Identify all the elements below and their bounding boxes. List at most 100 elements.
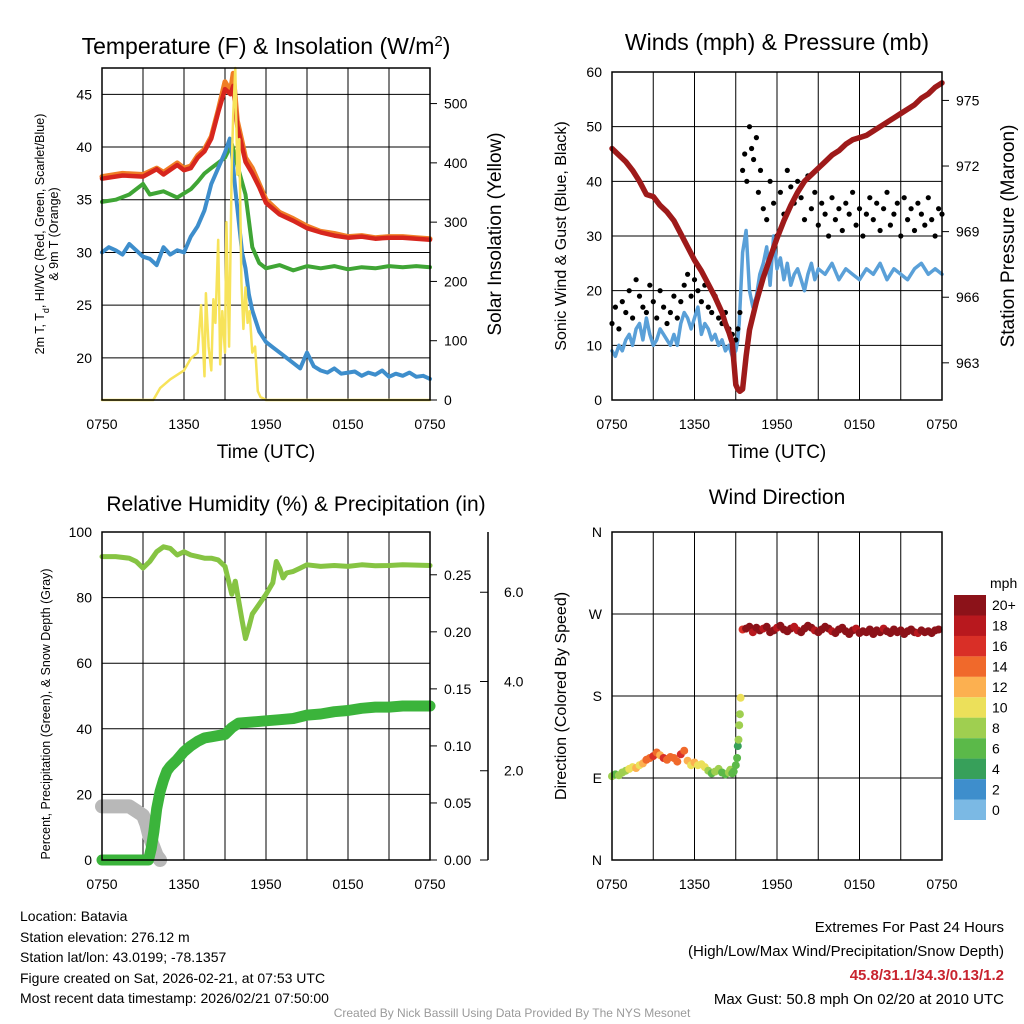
winds-y-ticks: 0 10 20 30 40 50 60 <box>586 64 602 408</box>
temp-y2-tick-label: 500 <box>444 96 468 112</box>
gust-point <box>918 211 925 217</box>
humidity-y-tick-label: 80 <box>76 590 92 606</box>
humidity-y2-tick-label: 0.10 <box>444 738 471 754</box>
humidity-x-tick-label: 0750 <box>86 876 117 892</box>
temp-y-tick-label: 35 <box>76 192 92 208</box>
station-info: Location: Batavia Station elevation: 276… <box>20 906 329 1009</box>
station-elevation: Station elevation: 276.12 m <box>20 928 190 945</box>
dewpoint-line <box>100 141 432 273</box>
direction-x-tick-label: 0750 <box>596 876 627 892</box>
winds-chart: 0 10 20 30 40 50 60 0750 1350 1950 0150 0750 Winds (… <box>553 29 1019 463</box>
winds-x-axis-label: Time (UTC) <box>728 442 827 463</box>
gust-point <box>836 206 842 212</box>
gust-point <box>856 206 863 212</box>
gust-point <box>737 309 743 316</box>
speed-legend-swatch <box>954 758 986 780</box>
temp-y2-tick-label: 400 <box>444 155 468 171</box>
winds-y-tick-label: 50 <box>586 119 602 135</box>
gust-point <box>839 227 845 234</box>
winds-y-tick-label: 10 <box>586 337 602 353</box>
temp-y-tick-label: 30 <box>76 244 92 260</box>
gust-point <box>863 211 870 217</box>
humidity-x-tick-label: 0750 <box>414 876 445 892</box>
gust-point <box>746 124 753 130</box>
temp-y2-tick-label: 100 <box>444 333 468 349</box>
gust-point <box>929 217 935 223</box>
gust-point <box>846 211 852 217</box>
humidity-plot-border <box>101 531 431 861</box>
gust-point <box>691 277 698 283</box>
winds-y2-tick-label: 963 <box>956 355 980 371</box>
gust-point <box>742 151 748 157</box>
temp-y-axis-label: 2m T, Td, HI/WC (Red, Green, Scarlet/Blu… <box>33 114 51 355</box>
direction-point <box>733 742 742 751</box>
gust-point <box>874 200 880 206</box>
gust-point <box>709 309 715 316</box>
gust-point <box>633 277 639 283</box>
gust-point <box>911 227 918 234</box>
gust-point <box>829 195 835 201</box>
humidity-y-tick-label: 0 <box>84 852 92 868</box>
speed-legend-label: 16 <box>992 638 1008 654</box>
gust-point <box>936 206 942 212</box>
speed-legend-label: 14 <box>992 659 1008 675</box>
winds-y2-tick-label: 969 <box>956 224 980 240</box>
speed-legend-label: 4 <box>992 761 1000 777</box>
winds-y-tick-label: 30 <box>586 228 602 244</box>
humidity-chart: 0 20 40 60 80 100 0750 1350 1950 0150 0750 Relative… <box>39 493 524 892</box>
humidity-precip-ticks: 0.00 0.05 0.10 0.15 0.20 0.25 <box>430 567 471 868</box>
winds-y2-tick-label: 975 <box>956 92 980 108</box>
winds-y-tick-label: 40 <box>586 173 602 189</box>
winds-y-tick-label: 20 <box>586 283 602 299</box>
direction-point <box>734 735 743 744</box>
temp-y-ticks: 20 25 30 35 40 45 <box>76 86 92 365</box>
extremes-values: 45.8/31.1/34.3/0.13/1.2 <box>849 967 1004 984</box>
winds-x-tick-label: 0750 <box>926 416 957 432</box>
speed-legend-label: 6 <box>992 740 1000 756</box>
speed-legend-label: 0 <box>992 802 1000 818</box>
direction-point <box>735 721 744 730</box>
gust-point <box>771 200 777 206</box>
station-location: Location: Batavia <box>20 908 128 924</box>
gust-point <box>698 299 705 305</box>
gust-point <box>905 217 911 223</box>
gust-point <box>932 233 938 239</box>
temp-y2-axis-label: Solar Insolation (Yellow) <box>485 132 506 335</box>
gust-point <box>853 222 859 228</box>
direction-point <box>729 767 738 776</box>
gust-point <box>716 315 722 321</box>
temp-y-axis-label-line2: & 9m T (Orange) <box>47 187 61 280</box>
winds-y2-ticks: 963 966 969 972 975 <box>942 92 980 371</box>
gust-point <box>877 227 883 234</box>
gust-point <box>843 200 849 206</box>
direction-point <box>735 710 744 719</box>
speed-legend-label: 18 <box>992 618 1008 634</box>
gust-point <box>784 167 790 173</box>
insolation-line <box>100 66 432 402</box>
humidity-x-tick-label: 1950 <box>250 876 281 892</box>
direction-y-tick-label: N <box>592 524 602 540</box>
speed-legend-swatch <box>954 738 986 759</box>
temp-grid <box>101 68 430 400</box>
winds-y2-tick-label: 972 <box>956 158 980 174</box>
gust-point <box>657 288 663 294</box>
humidity-y-tick-label: 40 <box>76 721 92 737</box>
humidity-y-tick-label: 60 <box>76 655 92 671</box>
direction-point <box>736 693 745 702</box>
gust-point <box>755 189 762 195</box>
speed-legend-swatch <box>954 676 986 698</box>
gust-point <box>870 217 876 223</box>
speed-legend-swatch <box>954 717 986 739</box>
gust-point <box>819 200 825 206</box>
direction-y-tick-label: E <box>593 770 602 786</box>
humidity-title: Relative Humidity (%) & Precipitation (i… <box>106 493 485 516</box>
direction-points <box>608 621 943 781</box>
station-latlon: Station lat/lon: 43.0199; -78.1357 <box>20 949 227 965</box>
figure-created: Figure created on Sat, 2026-02-21, at 07… <box>20 969 326 986</box>
gust-point <box>767 178 773 184</box>
gust-point <box>757 167 764 173</box>
gust-point <box>894 200 900 206</box>
gust-point <box>695 288 701 294</box>
gust-point <box>798 195 804 201</box>
